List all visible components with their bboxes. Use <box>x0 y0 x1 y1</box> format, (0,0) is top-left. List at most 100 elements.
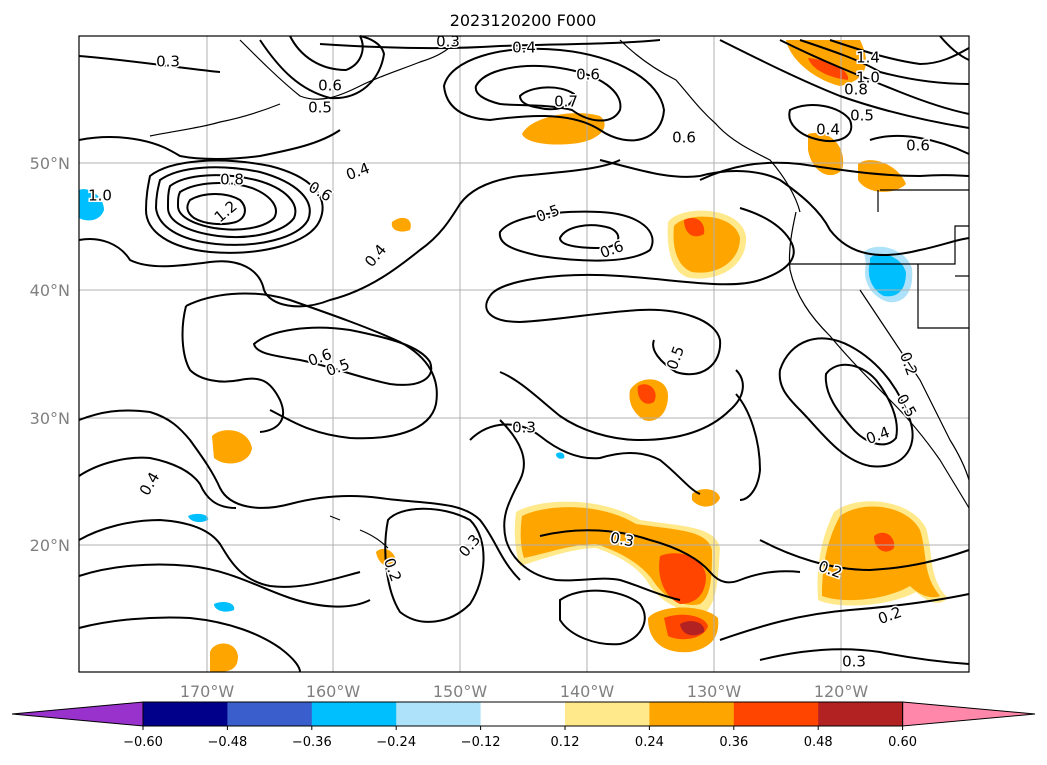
lon-tick: 120°W <box>814 682 869 701</box>
contour-label: 1.0 <box>856 69 880 87</box>
colorbar-segment <box>818 702 904 726</box>
lon-tick: 130°W <box>687 682 742 701</box>
gridlines <box>79 36 969 672</box>
colorbar-tick-label: 0.48 <box>804 735 833 750</box>
contour-line <box>499 369 744 442</box>
contour-line <box>384 507 485 623</box>
contour-label: 0.8 <box>220 171 244 189</box>
shade-region <box>391 217 411 232</box>
coastline <box>788 211 970 509</box>
lon-axis: 170°W 160°W 150°W 140°W 130°W 120°W <box>180 682 869 701</box>
contour-label: 0.4 <box>816 121 840 139</box>
contour-line <box>469 423 701 495</box>
shade-region <box>822 506 940 601</box>
shade-region <box>808 58 849 80</box>
coastline <box>859 289 970 481</box>
contour-label: 0.6 <box>576 66 600 84</box>
colorbar-segment <box>227 702 313 726</box>
contour-label: 0.8 <box>844 81 868 99</box>
contour-line <box>759 648 970 665</box>
contour-line <box>181 305 285 433</box>
colorbar-segment <box>396 702 482 726</box>
colorbar-tick-label: −0.48 <box>207 735 247 750</box>
contour-label: 0.5 <box>850 107 874 125</box>
contour-label: 1.0 <box>88 187 112 205</box>
contour-line <box>289 35 364 72</box>
shade-region <box>684 217 705 237</box>
shade-region <box>874 532 895 552</box>
colorbar-segment <box>649 702 735 726</box>
contour-line <box>779 39 970 115</box>
colorbar-tick-label: −0.60 <box>123 735 163 750</box>
contour-line <box>759 539 970 572</box>
shade-region <box>210 643 238 672</box>
contour-label: 0.6 <box>672 129 696 147</box>
map-frame <box>78 35 970 673</box>
coastline <box>329 515 341 521</box>
contour-label: 0.6 <box>906 137 930 155</box>
contour-line <box>474 65 622 122</box>
shade-region <box>188 513 209 523</box>
coastline <box>917 264 969 329</box>
contour-line <box>869 134 970 155</box>
colorbar-tick-label: 0.24 <box>635 735 664 750</box>
contour-line <box>699 170 970 256</box>
colorbar-segment <box>565 702 650 726</box>
contour-line <box>799 39 970 85</box>
shade-region <box>522 113 605 145</box>
contour-label: 0.6 <box>318 77 342 95</box>
colorbar-segment <box>143 702 228 726</box>
contour-line <box>498 210 654 262</box>
lat-tick: 50°N <box>30 154 70 173</box>
contour-label: 0.5 <box>308 99 332 117</box>
shade-region <box>214 602 235 612</box>
contour-layer <box>78 35 970 673</box>
colorbar-tick-label: −0.12 <box>461 735 501 750</box>
contour-line <box>144 159 324 254</box>
contour-line <box>252 326 433 386</box>
colorbar-tick-label: −0.24 <box>376 735 416 750</box>
contour-label: 0.3 <box>156 53 180 71</box>
contour-line <box>78 129 341 160</box>
contour-line <box>166 174 297 239</box>
contour-line <box>599 159 701 178</box>
shade-region <box>556 452 565 459</box>
contour-line <box>176 182 277 231</box>
contour-line <box>939 35 970 61</box>
coastline-layer <box>149 35 970 549</box>
contour-line <box>518 86 576 111</box>
colorbar-over-extension <box>902 701 1036 727</box>
lat-tick: 20°N <box>30 536 70 555</box>
lat-tick: 40°N <box>30 281 70 300</box>
contour-label: 0.3 <box>842 653 866 671</box>
contour-line <box>539 529 801 584</box>
colorbar-tick-label: 0.36 <box>719 735 748 750</box>
lon-tick: 170°W <box>180 682 235 701</box>
shade-region <box>659 553 706 604</box>
contour-line <box>78 55 221 73</box>
contour-line <box>78 518 361 588</box>
map-panel: 0.30.40.30.60.70.60.50.61.41.00.80.40.50… <box>78 31 970 673</box>
contour-line <box>78 563 371 608</box>
lon-tick: 160°W <box>306 682 361 701</box>
contour-line <box>778 337 914 468</box>
shade-region <box>858 160 906 192</box>
contour-label: 0.4 <box>512 39 536 57</box>
lat-tick: 30°N <box>30 409 70 428</box>
shade-region <box>868 254 906 297</box>
contour-line <box>78 616 301 673</box>
contour-line <box>699 161 970 181</box>
contour-label: 0.3 <box>436 33 460 51</box>
colorbar-tick-label: −0.36 <box>292 735 332 750</box>
shade-region <box>212 430 252 464</box>
contour-line <box>442 47 666 142</box>
colorbar-segment <box>311 702 397 726</box>
coastline <box>149 103 281 137</box>
contour-line <box>719 39 970 129</box>
colorbar-segment <box>480 702 566 726</box>
contour-label: 0.3 <box>512 419 536 437</box>
contour-label: 1.4 <box>856 49 880 67</box>
contour-label: 0.3 <box>609 529 636 551</box>
shade-region <box>680 621 705 636</box>
